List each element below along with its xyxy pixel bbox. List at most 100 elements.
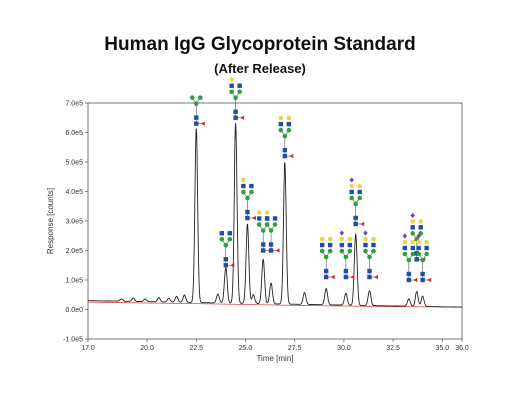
- glycan-icon: [264, 210, 280, 253]
- baseline-series-line: [87, 301, 463, 308]
- mannose-circle: [327, 248, 333, 254]
- galactose-circle: [357, 183, 363, 189]
- mannose-circle: [249, 189, 254, 195]
- mannose-circle: [353, 201, 359, 207]
- glcnac-square: [353, 215, 358, 221]
- galactose-circle: [327, 236, 333, 242]
- y-tick-label: 1.0e5: [65, 278, 83, 285]
- glcnac-square: [219, 231, 224, 236]
- fucose-triangle: [373, 274, 378, 280]
- glcnac-square: [245, 215, 250, 221]
- mannose-circle: [420, 257, 425, 263]
- galactose-circle: [319, 236, 325, 242]
- mannose-circle: [189, 95, 195, 100]
- glcnac-square: [282, 147, 288, 153]
- galactose-circle: [410, 239, 416, 245]
- glcnac-square: [264, 216, 270, 221]
- glcnac-square: [229, 83, 234, 88]
- mannose-circle: [268, 228, 274, 233]
- fucose-triangle: [240, 115, 245, 120]
- glcnac-square: [406, 271, 412, 277]
- glcnac-square: [416, 245, 421, 251]
- glcnac-square: [343, 274, 349, 280]
- glcnac-square: [268, 242, 274, 247]
- glcnac-square: [343, 268, 349, 274]
- chromatogram-trace: [87, 123, 462, 308]
- mannose-circle: [241, 189, 246, 195]
- y-tick-label: 0.0e0: [65, 307, 83, 314]
- glcnac-square: [237, 83, 242, 88]
- fucose-triangle: [360, 221, 365, 227]
- galactose-circle: [424, 239, 429, 245]
- x-tick-label: 30.0: [337, 345, 351, 352]
- mannose-circle: [282, 133, 288, 139]
- galactose-circle: [278, 115, 284, 121]
- y-tick-label: -1.0e5: [63, 337, 83, 344]
- glcnac-square: [194, 115, 199, 120]
- glcnac-square: [272, 216, 278, 221]
- glcnac-square: [256, 216, 262, 221]
- mannose-circle: [319, 248, 325, 254]
- sialic-diamond: [363, 230, 368, 236]
- mannose-circle: [416, 251, 421, 257]
- glcnac-square: [323, 274, 329, 280]
- fucose-triangle: [230, 263, 235, 268]
- glycan-icon: [219, 231, 235, 268]
- x-tick-label: 35.0: [436, 345, 450, 352]
- y-tick-label: 6.0e5: [65, 130, 83, 137]
- mannose-circle: [223, 242, 229, 248]
- mannose-circle: [229, 89, 234, 95]
- mannose-circle: [227, 236, 233, 242]
- sialic-diamond: [339, 230, 345, 236]
- glcnac-square: [227, 231, 232, 236]
- glcnac-square: [347, 242, 353, 248]
- sialic-diamond: [416, 233, 421, 239]
- glcnac-square: [418, 225, 423, 230]
- x-tick-label: 25.0: [239, 345, 253, 352]
- plot-area: [87, 123, 463, 308]
- mannose-circle: [339, 248, 345, 254]
- glycan-icon: [278, 115, 294, 159]
- glcnac-square: [424, 245, 429, 251]
- mannose-circle: [410, 231, 416, 236]
- x-tick-label: 17.0: [81, 345, 95, 352]
- glcnac-square: [260, 248, 266, 253]
- mannose-circle: [193, 101, 199, 106]
- glcnac-square: [367, 268, 372, 274]
- galactose-circle: [347, 236, 353, 242]
- glycan-icon: [241, 177, 256, 221]
- galactose-circle: [256, 210, 262, 215]
- x-tick-label: 20.0: [140, 345, 154, 352]
- glycan-icon: [229, 77, 245, 120]
- glcnac-square: [233, 115, 238, 120]
- galactose-circle: [363, 236, 368, 242]
- fucose-triangle: [427, 277, 432, 283]
- x-tick-label: 36.0: [455, 345, 469, 352]
- galactose-circle: [229, 77, 234, 83]
- y-tick-label: 3.0e5: [65, 219, 83, 226]
- glcnac-square: [367, 274, 372, 280]
- y-tick-label: 5.0e5: [65, 160, 83, 167]
- fucose-triangle: [413, 277, 418, 283]
- mannose-circle: [219, 236, 225, 242]
- glycan-icon: [349, 177, 365, 227]
- glcnac-square: [286, 121, 292, 127]
- mannose-circle: [323, 254, 329, 260]
- glycan-icon: [363, 230, 378, 280]
- glycan-icon: [416, 233, 432, 283]
- fucose-triangle: [275, 248, 280, 253]
- mannose-circle: [272, 222, 278, 227]
- chart-title: Human IgG Glycoprotein Standard: [104, 34, 416, 55]
- glcnac-square: [319, 242, 325, 248]
- glcnac-square: [406, 277, 412, 283]
- galactose-circle: [241, 177, 246, 183]
- glcnac-square: [349, 189, 354, 195]
- glcnac-square: [223, 257, 228, 262]
- galactose-circle: [264, 210, 270, 215]
- galactose-circle: [418, 219, 424, 224]
- mannose-circle: [410, 251, 416, 257]
- galactose-circle: [410, 219, 416, 224]
- galactose-circle: [349, 183, 355, 189]
- mannose-circle: [349, 195, 355, 201]
